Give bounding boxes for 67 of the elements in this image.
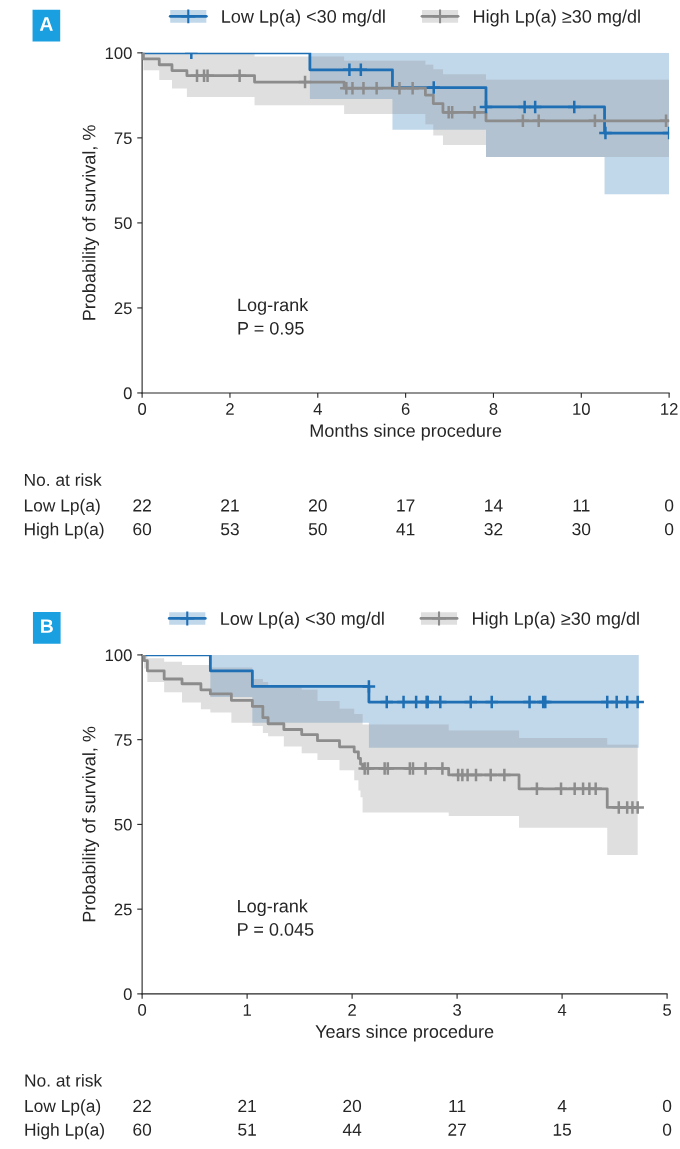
text: 41 <box>396 523 415 536</box>
y-tick-label: 25 <box>114 302 132 315</box>
y-tick-label: 100 <box>105 649 132 662</box>
text: 14 <box>485 499 503 512</box>
y-tick-label: 50 <box>114 217 132 230</box>
y-tick-label: 75 <box>114 734 132 746</box>
text: High Lp(a) <box>24 522 104 539</box>
text: No. at risk <box>24 473 102 487</box>
x-tick-label: 3 <box>453 1004 461 1016</box>
x-tick-label: 12 <box>661 403 678 415</box>
annotation: Log-rank P = 0.045 <box>238 899 314 936</box>
text: 17 <box>397 499 415 512</box>
text: High Lp(a) <box>25 1123 104 1140</box>
text: 60 <box>133 523 152 536</box>
text: Low Lp(a) <box>25 1099 101 1116</box>
legend-label: Low Lp(a) <30 mg/dl <box>221 611 384 629</box>
x-tick-label: 1 <box>243 1004 251 1016</box>
text: 4 <box>557 1099 567 1112</box>
text: 22 <box>133 1099 151 1112</box>
text: 0 <box>662 1099 672 1113</box>
text: 20 <box>343 1099 362 1113</box>
text: 32 <box>484 523 503 536</box>
text: 0 <box>664 499 674 512</box>
annotation: Log-rank P = 0.95 <box>238 298 309 335</box>
text: 11 <box>449 1099 466 1112</box>
y-axis-title: Probability of survival, % <box>82 125 100 320</box>
x-tick-label: 2 <box>348 1004 356 1016</box>
text: 60 <box>133 1123 152 1136</box>
text: 0 <box>664 523 674 536</box>
y-tick-label: 50 <box>114 818 132 831</box>
y-tick-label: 25 <box>114 903 132 916</box>
text: 53 <box>220 523 239 536</box>
x-tick-label: 4 <box>557 1004 567 1016</box>
y-tick-label: 0 <box>123 988 132 1001</box>
text: 21 <box>221 499 239 512</box>
y-tick-label: 100 <box>105 47 132 60</box>
text: 44 <box>342 1123 362 1136</box>
text: 22 <box>133 499 151 512</box>
x-tick-label: 4 <box>313 403 322 415</box>
x-tick-label: 10 <box>573 403 590 415</box>
y-tick-label: 75 <box>114 132 132 145</box>
chart-title: B <box>41 619 53 633</box>
x-tick-label: 6 <box>401 403 410 415</box>
x-tick-label: 0 <box>138 403 147 415</box>
x-tick-label: 8 <box>489 403 498 415</box>
x-axis-title: Months since procedure <box>310 423 502 441</box>
text: 27 <box>448 1123 466 1136</box>
chart-title: A <box>39 17 53 31</box>
text: No. at risk <box>25 1073 103 1087</box>
legend-label: High Lp(a) ≥30 mg/dl <box>473 611 639 629</box>
text: 15 <box>553 1123 572 1136</box>
text: 11 <box>573 499 590 512</box>
text: 51 <box>238 1123 256 1136</box>
legend-label: High Lp(a) ≥30 mg/dl <box>474 9 640 27</box>
text: Low Lp(a) <box>24 498 100 515</box>
text: 0 <box>662 1123 672 1136</box>
legend-label: Low Lp(a) <30 mg/dl <box>222 9 385 27</box>
y-tick-label: 0 <box>123 387 132 400</box>
text: 30 <box>572 523 591 536</box>
text: 50 <box>308 523 327 536</box>
x-axis-title: Years since procedure <box>315 1024 494 1042</box>
y-axis-title: Probability of survival, % <box>82 726 100 922</box>
x-tick-label: 2 <box>226 403 234 415</box>
x-tick-label: 5 <box>663 1004 672 1016</box>
text: 20 <box>309 499 327 512</box>
x-tick-label: 0 <box>138 1004 147 1016</box>
text: 21 <box>238 1099 256 1112</box>
